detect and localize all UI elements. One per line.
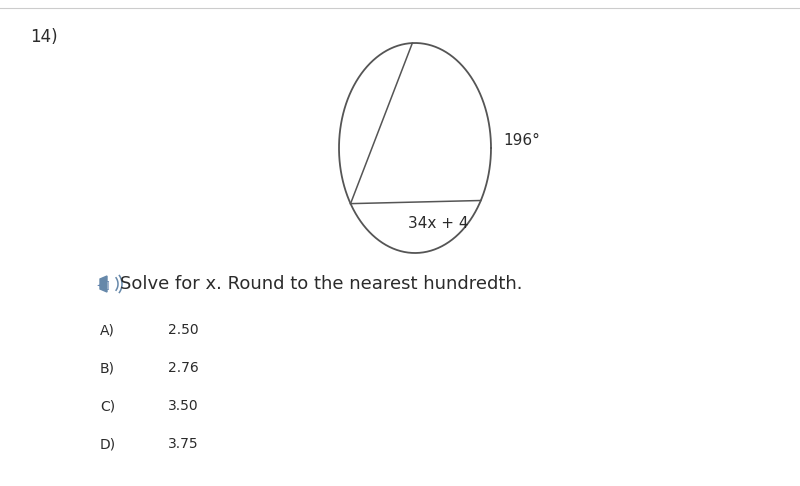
Polygon shape (100, 276, 107, 292)
Text: 2.76: 2.76 (168, 361, 198, 375)
Text: Solve for x. Round to the nearest hundredth.: Solve for x. Round to the nearest hundre… (120, 275, 522, 293)
Text: 3.50: 3.50 (168, 399, 198, 413)
Text: D): D) (100, 437, 116, 451)
Text: C): C) (100, 399, 115, 413)
Text: B): B) (100, 361, 115, 375)
Text: A): A) (100, 323, 115, 337)
Text: ◄⧗: ◄⧗ (97, 279, 110, 289)
Text: 2.50: 2.50 (168, 323, 198, 337)
Text: 34x + 4: 34x + 4 (408, 216, 468, 231)
Text: 14): 14) (30, 28, 58, 46)
Text: 196°: 196° (503, 133, 540, 147)
Text: 3.75: 3.75 (168, 437, 198, 451)
